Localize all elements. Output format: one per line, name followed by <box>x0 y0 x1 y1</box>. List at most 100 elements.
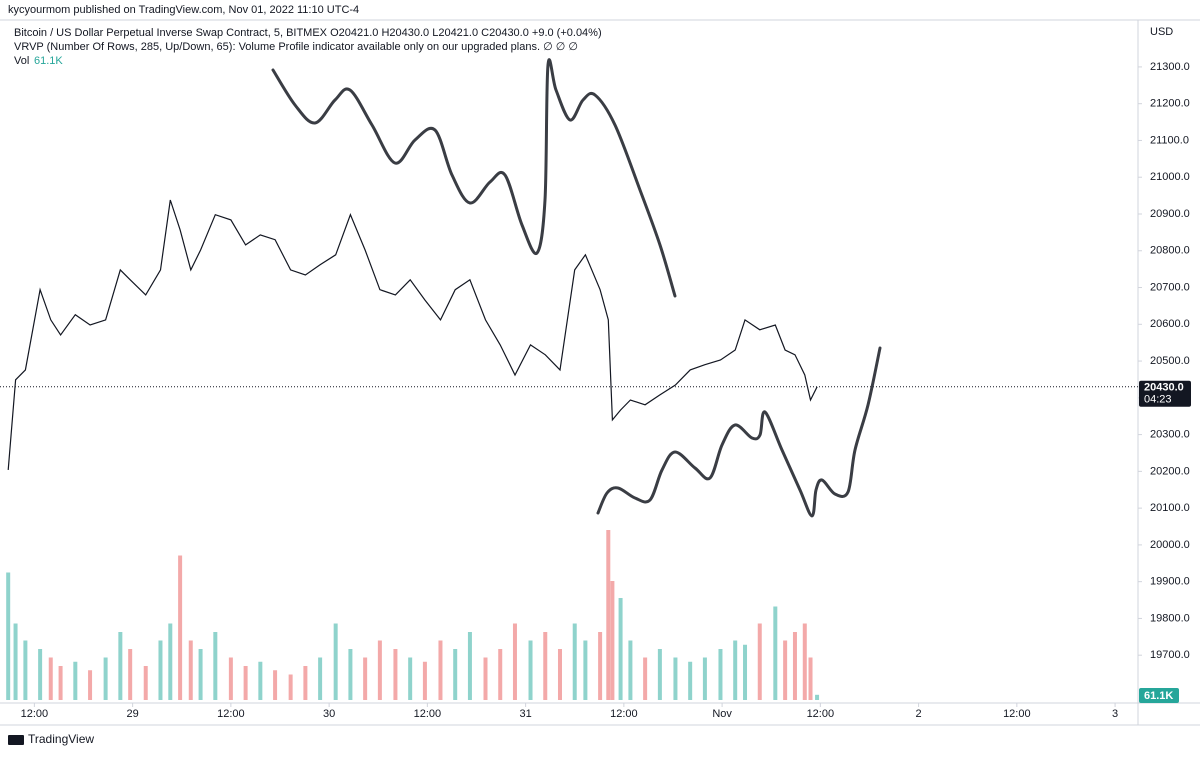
y-tick-label: 20800.0 <box>1150 245 1190 257</box>
footer-brand: TradingView <box>28 732 94 746</box>
y-tick-label: 19700.0 <box>1150 649 1190 661</box>
volume-bar <box>783 640 788 700</box>
volume-bar <box>58 666 63 700</box>
y-tick-label: 20900.0 <box>1150 208 1190 220</box>
volume-bar <box>802 623 807 700</box>
volume-bar <box>572 623 577 700</box>
x-tick-label: 2 <box>916 708 922 720</box>
volume-bar <box>13 623 18 700</box>
y-tick-label: 20200.0 <box>1150 465 1190 477</box>
y-tick-label: 20300.0 <box>1150 429 1190 441</box>
volume-bar <box>512 623 517 700</box>
volume-bar <box>213 632 218 700</box>
x-tick-label: 12:00 <box>217 708 245 720</box>
volume-bar <box>583 640 588 700</box>
volume-bar <box>688 661 693 700</box>
x-tick-label: 12:00 <box>414 708 442 720</box>
x-tick-label: Nov <box>712 708 732 720</box>
y-tick-label: 20500.0 <box>1150 355 1190 367</box>
volume-legend-name: Vol <box>14 55 29 67</box>
volume-bar <box>743 644 748 700</box>
price-line <box>7 199 818 470</box>
volume-bar <box>348 649 353 700</box>
volume-bar <box>158 640 163 700</box>
y-tick-label: 19800.0 <box>1150 612 1190 624</box>
x-tick-label: 12:00 <box>807 708 835 720</box>
volume-bar <box>333 623 338 700</box>
y-tick-label: 21200.0 <box>1150 98 1190 110</box>
y-tick-label: 20100.0 <box>1150 502 1190 514</box>
volume-bar <box>318 657 323 700</box>
y-tick-label: 21300.0 <box>1150 61 1190 73</box>
x-tick-label: 12:00 <box>21 708 49 720</box>
volume-bar <box>48 657 53 700</box>
volume-bar <box>363 657 368 700</box>
hand-drawn-line <box>596 346 882 518</box>
countdown-label: 04:23 <box>1144 394 1172 406</box>
hand-drawn-line <box>271 58 677 298</box>
y-tick-label: 20700.0 <box>1150 281 1190 293</box>
volume-bar <box>143 666 148 700</box>
publisher-line: kycyourmom published on TradingView.com,… <box>8 4 359 16</box>
volume-bar <box>438 640 443 700</box>
volume-bar <box>628 640 633 700</box>
volume-bar <box>393 649 398 700</box>
volume-bar <box>168 623 173 700</box>
volume-bar <box>188 640 193 700</box>
logo-icon <box>8 735 24 745</box>
x-tick-label: 29 <box>127 708 139 720</box>
volume-bar <box>38 649 43 700</box>
indicator-legend: VRVP (Number Of Rows, 285, Up/Down, 65):… <box>14 41 578 53</box>
y-tick-label: 20000.0 <box>1150 539 1190 551</box>
volume-bar <box>103 657 108 700</box>
volume-bar <box>808 657 813 700</box>
volume-bar <box>228 657 233 700</box>
volume-bar <box>792 632 797 700</box>
volume-bar <box>557 649 562 700</box>
last-price-box <box>1139 380 1191 407</box>
last-price-label: 20430.0 <box>1144 382 1184 394</box>
volume-bar <box>467 632 472 700</box>
volume-bar <box>288 674 293 700</box>
x-tick-label: 3 <box>1112 708 1118 720</box>
y-tick-label: 19900.0 <box>1150 576 1190 588</box>
volume-bar <box>483 657 488 700</box>
volume-bar <box>377 640 382 700</box>
volume-bar <box>88 670 93 700</box>
volume-bar <box>73 661 78 700</box>
volume-bar <box>673 657 678 700</box>
volume-bar <box>303 666 308 700</box>
volume-bar <box>6 572 11 700</box>
volume-bar <box>618 598 623 700</box>
volume-bar <box>198 649 203 700</box>
volume-bar <box>498 649 503 700</box>
x-tick-label: 12:00 <box>1003 708 1031 720</box>
volume-bar <box>643 657 648 700</box>
volume-bar <box>610 581 615 700</box>
volume-bar <box>718 649 723 700</box>
volume-bar <box>23 640 28 700</box>
y-tick-label: 21100.0 <box>1150 134 1189 146</box>
volume-bar <box>815 694 820 700</box>
y-tick-label: 21000.0 <box>1150 171 1190 183</box>
volume-bar <box>258 661 263 700</box>
volume-bar <box>733 640 738 700</box>
footer-logo: TradingView <box>8 732 94 746</box>
volume-bar <box>118 632 123 700</box>
volume-bar <box>598 632 603 700</box>
volume-bar <box>243 666 248 700</box>
volume-bar <box>422 661 427 700</box>
volume-legend-value: 61.1K <box>34 55 63 67</box>
volume-bar <box>757 623 762 700</box>
volume-last-label: 61.1K <box>1144 690 1173 702</box>
volume-bar <box>543 632 548 700</box>
volume-bar <box>702 657 707 700</box>
x-tick-label: 12:00 <box>610 708 638 720</box>
x-tick-label: 30 <box>323 708 335 720</box>
symbol-legend: Bitcoin / US Dollar Perpetual Inverse Sw… <box>14 27 602 39</box>
drawings <box>271 58 882 518</box>
volume-bar <box>128 649 133 700</box>
y-tick-label: 20600.0 <box>1150 318 1190 330</box>
